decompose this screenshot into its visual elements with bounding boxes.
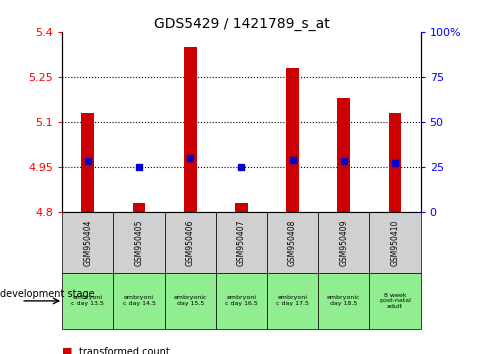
Text: 8 week
post-natal
adult: 8 week post-natal adult [379,293,411,309]
Text: embryonic
day 18.5: embryonic day 18.5 [327,296,360,306]
Text: development stage: development stage [0,289,95,299]
Bar [369,212,421,273]
Bar [164,273,216,329]
Bar [318,212,369,273]
Text: embryoni
c day 17.5: embryoni c day 17.5 [276,296,309,306]
Bar [132,203,145,212]
Text: GSM950409: GSM950409 [339,219,348,266]
Bar [337,98,350,212]
Bar [113,273,164,329]
Title: GDS5429 / 1421789_s_at: GDS5429 / 1421789_s_at [153,17,329,31]
Bar [267,273,318,329]
Bar [62,212,113,273]
Text: embryoni
c day 13.5: embryoni c day 13.5 [71,296,104,306]
Text: embryoni
c day 14.5: embryoni c day 14.5 [122,296,155,306]
Bar [216,212,267,273]
Text: ■: ■ [62,347,73,354]
Bar [184,47,196,212]
Text: embryonic
day 15.5: embryonic day 15.5 [174,296,207,306]
Bar [267,212,318,273]
Bar [389,113,402,212]
Text: GSM950408: GSM950408 [288,219,297,266]
Bar [216,273,267,329]
Text: transformed count: transformed count [79,347,170,354]
Text: GSM950406: GSM950406 [185,219,195,266]
Text: GSM950407: GSM950407 [237,219,246,266]
Bar [235,203,248,212]
Bar [369,273,421,329]
Text: GSM950404: GSM950404 [83,219,92,266]
Bar [113,212,164,273]
Bar [81,113,94,212]
Bar [62,273,113,329]
Text: GSM950410: GSM950410 [391,219,400,266]
Bar [164,212,216,273]
Bar [318,273,369,329]
Text: GSM950405: GSM950405 [134,219,143,266]
Text: embryoni
c day 16.5: embryoni c day 16.5 [225,296,258,306]
Bar [286,68,299,212]
